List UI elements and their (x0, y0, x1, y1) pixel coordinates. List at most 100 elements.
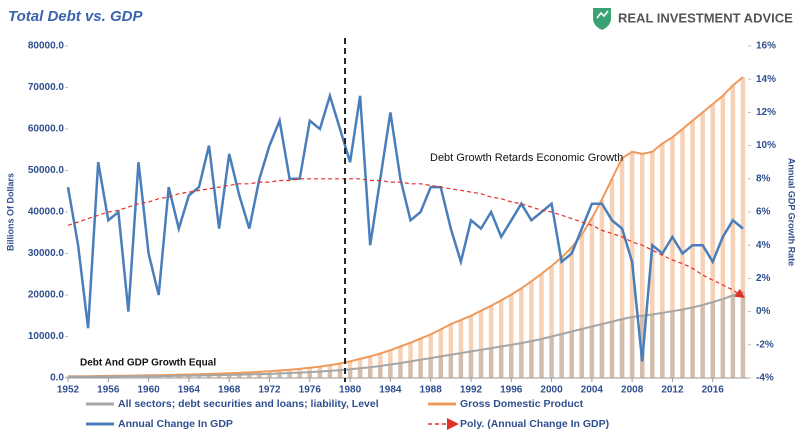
series-line (67, 290, 744, 378)
x-tick-label: 1952 (57, 385, 80, 396)
bar (730, 295, 736, 378)
bar (700, 304, 705, 378)
y-tick-label: 80000.0 (28, 41, 65, 52)
x-tick-label: 2008 (621, 385, 644, 396)
bar (237, 374, 242, 378)
bar (639, 153, 645, 378)
bar (337, 370, 343, 378)
bar (650, 151, 655, 378)
x-tick-label: 1992 (460, 385, 483, 396)
y2-tick-label: 6% (756, 207, 771, 218)
bar (277, 373, 282, 378)
bar (287, 373, 292, 378)
legend-label: Annual Change In GDP (118, 418, 233, 430)
y2-tick-label: 14% (756, 74, 776, 85)
bar (458, 319, 464, 378)
x-tick-label: 1968 (218, 385, 241, 396)
y-tick-label: 40000.0 (28, 207, 65, 218)
bar (418, 338, 423, 378)
annotation: Debt And GDP Growth Equal (80, 358, 216, 369)
x-tick-label: 1960 (137, 385, 160, 396)
bar (609, 321, 615, 378)
bar (488, 348, 494, 378)
bar (579, 234, 585, 378)
series-line (66, 91, 744, 362)
x-tick-label: 2012 (661, 385, 684, 396)
bar (428, 358, 433, 378)
y2-tick-label: 10% (756, 140, 776, 151)
bar (710, 104, 715, 378)
y2-tick-label: 8% (756, 173, 771, 184)
bar (307, 372, 313, 378)
legend-label: All sectors; debt securities and loans; … (118, 398, 379, 410)
y2-axis-title: Annual GDP Growth Rate (787, 158, 797, 266)
bar (710, 302, 715, 378)
bar (599, 199, 605, 378)
bar (559, 257, 564, 378)
bar (247, 374, 252, 378)
x-tick-label: 2016 (702, 385, 725, 396)
bar (599, 324, 605, 378)
legend-label: Poly. (Annual Change In GDP) (460, 418, 609, 430)
bar (549, 336, 554, 378)
bar (317, 371, 323, 378)
y-tick-label: 20000.0 (28, 290, 65, 301)
bar (529, 281, 534, 378)
bar (680, 309, 685, 378)
bar (297, 372, 302, 378)
bar (216, 375, 222, 378)
x-tick-label: 2004 (581, 385, 604, 396)
bar (498, 346, 504, 378)
x-tick-label: 2000 (540, 385, 563, 396)
bar (579, 329, 585, 378)
y-tick-label: 50000.0 (28, 165, 65, 176)
bar (468, 351, 474, 378)
bar (660, 143, 665, 378)
y2-tick-label: 4% (756, 240, 771, 251)
bar (509, 294, 514, 378)
bar (488, 305, 494, 378)
bar (498, 300, 504, 378)
bar (720, 299, 726, 378)
bar (478, 349, 484, 378)
y-tick-label: 0.0 (50, 373, 64, 384)
bar (609, 178, 615, 378)
bar (176, 375, 182, 378)
bar (539, 273, 544, 378)
y-tick-label: 30000.0 (28, 248, 65, 259)
bar (539, 338, 544, 378)
chart-title: Total Debt vs. GDP (8, 8, 143, 25)
x-tick-label: 1980 (339, 385, 362, 396)
bar (428, 334, 433, 378)
logo (593, 8, 611, 30)
bar (398, 363, 403, 378)
bar (549, 265, 554, 378)
y2-tick-label: 0% (756, 306, 771, 317)
x-tick-label: 1976 (299, 385, 322, 396)
bar (367, 367, 373, 378)
bar (408, 361, 413, 378)
bar (690, 120, 695, 378)
y2-tick-label: 16% (756, 41, 776, 52)
bar (408, 342, 413, 378)
bar (347, 369, 353, 378)
y2-tick-label: -4% (756, 373, 774, 384)
bar (267, 373, 272, 378)
bar (619, 158, 625, 378)
x-tick-label: 1956 (97, 385, 120, 396)
bar (740, 291, 746, 378)
y-tick-label: 10000.0 (28, 331, 65, 342)
bar (327, 370, 333, 378)
bar (65, 376, 71, 378)
x-tick-label: 1984 (379, 385, 402, 396)
bar (650, 314, 655, 378)
brand: REAL INVESTMENT ADVICE (618, 10, 793, 25)
x-tick-label: 1988 (420, 385, 443, 396)
bar (418, 359, 423, 378)
bar (589, 326, 595, 378)
bar (569, 247, 574, 378)
annotation: Debt Growth Retards Economic Growth (430, 152, 623, 164)
x-tick-label: 1972 (258, 385, 281, 396)
y-tick-label: 60000.0 (28, 124, 65, 135)
y2-tick-label: 12% (756, 107, 776, 118)
